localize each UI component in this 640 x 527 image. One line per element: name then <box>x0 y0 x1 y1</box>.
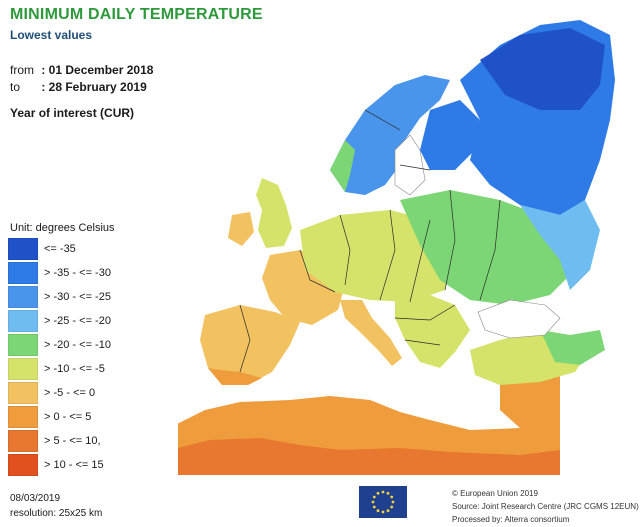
legend-swatch <box>8 382 38 404</box>
legend-swatch <box>8 358 38 380</box>
legend-label: > -30 - <= -25 <box>44 291 111 303</box>
legend-swatch <box>8 334 38 356</box>
north-africa-hot-region <box>150 438 560 475</box>
legend: Unit: degrees Celsius <= -35 > -35 - <= -… <box>8 222 178 478</box>
legend-list: <= -35 > -35 - <= -30 > -30 - <= -25 > -25 … <box>8 238 178 476</box>
footer-date: 08/03/2019 <box>10 493 61 504</box>
footer-copyright: © European Union 2019 <box>452 489 538 498</box>
legend-item: > -35 - <= -30 <box>8 262 178 284</box>
map-title: MINIMUM DAILY TEMPERATURE <box>10 6 263 23</box>
footer-left: 08/03/2019 resolution: 25x25 km <box>10 493 102 523</box>
legend-label: > -35 - <= -30 <box>44 267 111 279</box>
legend-item: > -5 - <= 0 <box>8 382 178 404</box>
legend-label: > 10 - <= 15 <box>44 459 104 471</box>
black-sea <box>477 299 561 339</box>
russia-south-region <box>520 200 600 290</box>
legend-label: <= -35 <box>44 243 76 255</box>
to-label: to <box>10 80 21 94</box>
norway-coast-region <box>330 140 355 192</box>
legend-swatch <box>8 454 38 476</box>
baltic-sea <box>394 134 426 196</box>
iberia-south-region <box>208 368 262 385</box>
iberia-region <box>200 305 300 385</box>
legend-swatch <box>8 430 38 452</box>
footer-resolution: resolution: 25x25 km <box>10 508 103 519</box>
russia-far-north-region <box>480 28 605 110</box>
legend-item: > -25 - <= -20 <box>8 310 178 332</box>
eu-flag-icon <box>357 484 409 520</box>
country-borders <box>239 109 501 373</box>
legend-item: > -10 - <= -5 <box>8 358 178 380</box>
central-europe-region <box>300 210 450 302</box>
great-britain-region <box>256 178 292 248</box>
finland-region <box>420 100 480 170</box>
from-label: from <box>10 63 34 77</box>
footer-processed: Processed by: Alterra consortium <box>452 515 570 524</box>
legend-label: > -10 - <= -5 <box>44 363 105 375</box>
legend-label: > 5 - <= 10, <box>44 435 101 447</box>
legend-item: > -30 - <= -25 <box>8 286 178 308</box>
legend-swatch <box>8 310 38 332</box>
ireland-region <box>228 212 254 246</box>
map-subtitle: Lowest values <box>10 28 93 42</box>
footer-credits: © European Union 2019 Source: Joint Rese… <box>452 487 639 526</box>
legend-swatch <box>8 262 38 284</box>
legend-item: > 5 - <= 10, <box>8 430 178 452</box>
legend-label: > -5 - <= 0 <box>44 387 96 399</box>
legend-item: <= -35 <box>8 238 178 260</box>
temperature-map <box>150 20 615 475</box>
scandinavia-region <box>330 75 450 195</box>
legend-swatch <box>8 238 38 260</box>
legend-label: > 0 - <= 5 <box>44 411 92 423</box>
footer-source: Source: Joint Research Centre (JRC CGMS … <box>452 502 639 511</box>
legend-swatch <box>8 286 38 308</box>
period-from: from : 01 December 2018 <box>10 63 153 77</box>
to-value: : 28 February 2019 <box>41 80 147 94</box>
balkans-region <box>395 295 470 368</box>
legend-label: > -20 - <= -10 <box>44 339 111 351</box>
legend-swatch <box>8 406 38 428</box>
italy-region <box>340 300 402 366</box>
from-value: : 01 December 2018 <box>41 63 154 77</box>
legend-item: > 0 - <= 5 <box>8 406 178 428</box>
turkey-east-cold-region <box>540 330 605 365</box>
legend-label: > -25 - <= -20 <box>44 315 111 327</box>
period-to: to : 28 February 2019 <box>10 80 147 94</box>
year-of-interest: Year of interest (CUR) <box>10 106 135 120</box>
legend-unit: Unit: degrees Celsius <box>10 222 115 234</box>
legend-item: > 10 - <= 15 <box>8 454 178 476</box>
legend-item: > -20 - <= -10 <box>8 334 178 356</box>
